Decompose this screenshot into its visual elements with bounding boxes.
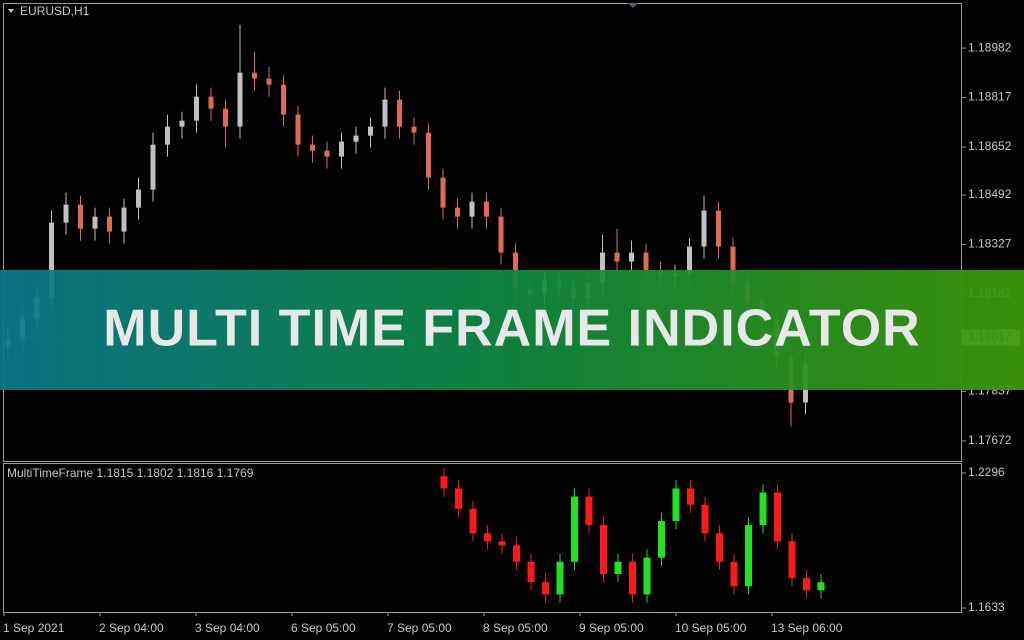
candle-body bbox=[716, 210, 721, 247]
candle-body bbox=[614, 561, 622, 575]
candle-body bbox=[252, 72, 257, 79]
candle-body bbox=[571, 496, 578, 562]
sub-frame bbox=[3, 463, 962, 613]
candle-body bbox=[774, 492, 781, 542]
banner bbox=[0, 270, 1024, 390]
candle-body bbox=[513, 545, 520, 562]
candle-body bbox=[78, 204, 83, 229]
y-tick-label: 1.2296 bbox=[968, 465, 1005, 479]
candle-body bbox=[469, 508, 477, 534]
y-tick-label: 1.1633 bbox=[968, 600, 1005, 614]
y-tick-label: 1.18982 bbox=[968, 40, 1012, 54]
candle-body bbox=[440, 177, 446, 208]
x-tick-label: 7 Sep 05:00 bbox=[387, 621, 452, 635]
candle-body bbox=[165, 126, 170, 145]
candle-body bbox=[382, 99, 388, 127]
candle-body bbox=[730, 561, 738, 587]
candle-body bbox=[643, 557, 651, 595]
candle-body bbox=[194, 96, 199, 121]
candle-body bbox=[803, 578, 810, 591]
candle-body bbox=[788, 541, 796, 579]
x-tick-label: 13 Sep 06:00 bbox=[771, 621, 843, 635]
candle-body bbox=[556, 561, 564, 595]
candle-body bbox=[498, 541, 506, 546]
candle-body bbox=[730, 246, 736, 283]
x-tick-label: 8 Sep 05:00 bbox=[483, 621, 548, 635]
candle-body bbox=[542, 582, 549, 595]
candle-body bbox=[411, 126, 417, 133]
candle-body bbox=[397, 99, 402, 127]
candle-body bbox=[600, 252, 605, 283]
candle-body bbox=[223, 108, 228, 127]
candle-body bbox=[310, 144, 315, 151]
candle-body bbox=[614, 252, 620, 262]
main-frame bbox=[3, 3, 962, 462]
candle-body bbox=[701, 504, 709, 534]
x-tick-label: 1 Sep 2021 bbox=[3, 621, 65, 635]
candle-body bbox=[629, 252, 634, 262]
x-tick-label: 6 Sep 05:00 bbox=[291, 621, 356, 635]
candle-body bbox=[672, 488, 680, 522]
indicator-title: MultiTimeFrame 1.1815 1.1802 1.1816 1.17… bbox=[7, 466, 254, 480]
candle-body bbox=[281, 84, 286, 115]
y-tick-label: 1.18327 bbox=[968, 237, 1012, 251]
candle-body bbox=[469, 201, 475, 217]
menu-arrow[interactable] bbox=[8, 9, 14, 13]
candle-body bbox=[266, 78, 272, 85]
candle-body bbox=[63, 204, 69, 223]
candle-body bbox=[136, 189, 141, 208]
x-tick-label: 9 Sep 05:00 bbox=[579, 621, 644, 635]
candle-body bbox=[716, 533, 723, 562]
symbol-title: EURUSD,H1 bbox=[20, 4, 90, 18]
candle-body bbox=[92, 216, 98, 229]
candle-body bbox=[107, 216, 112, 232]
candle-body bbox=[49, 222, 54, 298]
candle-body bbox=[339, 141, 344, 157]
candle-body bbox=[484, 201, 489, 217]
candle-body bbox=[440, 476, 448, 489]
candle-body bbox=[687, 246, 692, 274]
candle-body bbox=[121, 207, 127, 232]
candle-body bbox=[701, 210, 707, 247]
candle-body bbox=[295, 114, 301, 145]
candle-body bbox=[629, 561, 636, 595]
candle-body bbox=[643, 252, 649, 271]
candle-body bbox=[455, 488, 462, 509]
candle-body bbox=[455, 207, 460, 217]
banner-text: MULTI TIME FRAME INDICATOR bbox=[103, 300, 920, 358]
candle-body bbox=[426, 132, 431, 178]
y-tick-label: 1.18492 bbox=[968, 187, 1012, 201]
candle-body bbox=[237, 72, 243, 127]
candle-body bbox=[179, 120, 185, 127]
candle-body bbox=[745, 525, 752, 587]
x-tick-label: 10 Sep 05:00 bbox=[675, 621, 747, 635]
candle-body bbox=[353, 135, 359, 142]
candle-body bbox=[484, 533, 491, 542]
y-tick-label: 1.17672 bbox=[968, 433, 1012, 447]
candle-body bbox=[498, 216, 504, 253]
x-tick-label: 2 Sep 04:00 bbox=[99, 621, 164, 635]
candle-body bbox=[600, 525, 607, 575]
shift-marker bbox=[628, 3, 638, 8]
candle-body bbox=[658, 521, 665, 558]
candle-body bbox=[759, 492, 767, 526]
x-tick-label: 3 Sep 04:00 bbox=[195, 621, 260, 635]
candle-body bbox=[527, 561, 535, 583]
y-tick-label: 1.18817 bbox=[968, 90, 1012, 104]
candle-body bbox=[368, 126, 373, 136]
candle-body bbox=[585, 496, 593, 526]
candle-body bbox=[817, 582, 825, 591]
candle-body bbox=[150, 144, 156, 190]
candle-body bbox=[687, 488, 694, 505]
y-tick-label: 1.18652 bbox=[968, 139, 1012, 153]
candle-body bbox=[324, 150, 330, 157]
candle-body bbox=[208, 96, 214, 109]
